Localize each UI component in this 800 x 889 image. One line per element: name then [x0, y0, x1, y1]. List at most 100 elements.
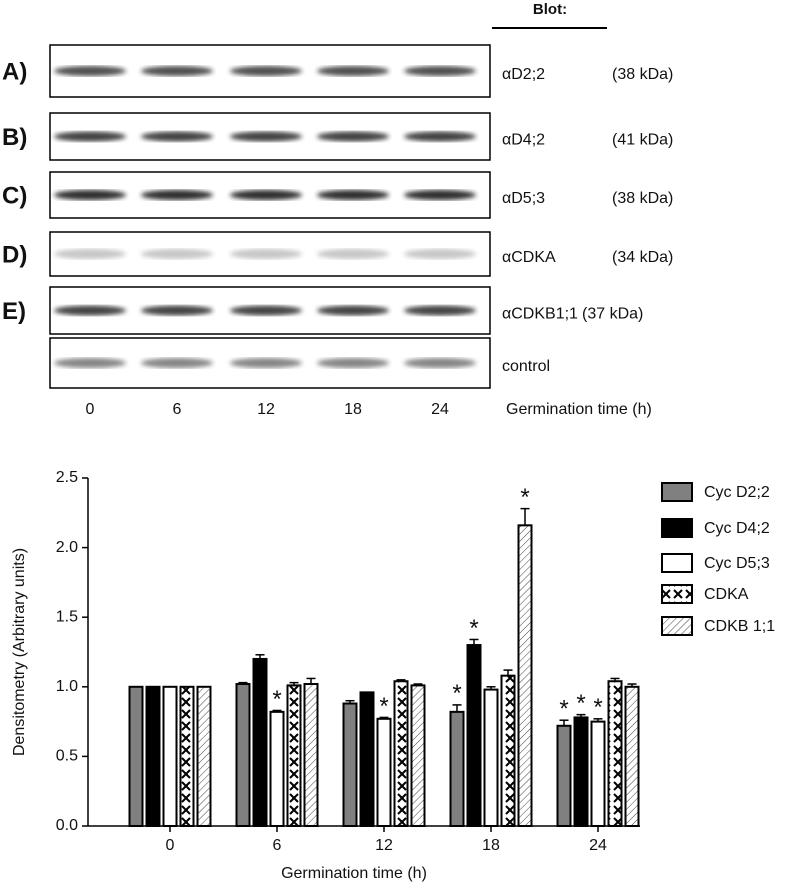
lane-label: 24 — [431, 401, 449, 418]
blot-band — [230, 305, 302, 316]
blot-band — [317, 131, 389, 142]
blot-band — [404, 305, 476, 316]
size-label: (38 kDa) — [612, 66, 673, 83]
x-tick-label: 0 — [166, 837, 175, 854]
significance-mark: * — [379, 693, 388, 720]
x-tick-label: 12 — [375, 837, 393, 854]
antibody-label: αCDKB1;1 — [502, 306, 578, 323]
blot-band — [54, 190, 126, 200]
legend-label: Cyc D4;2 — [704, 520, 770, 537]
bar — [517, 524, 533, 827]
blot-band — [230, 66, 302, 76]
y-tick-label: 1.5 — [56, 608, 78, 625]
bar — [393, 680, 409, 827]
lane-label: 0 — [86, 401, 95, 418]
blot-band — [404, 249, 476, 259]
y-tick-label: 2.5 — [56, 469, 78, 486]
antibody-label: αCDKA — [502, 249, 556, 266]
blot-band — [317, 305, 389, 316]
antibody-label: αD5;3 — [502, 190, 545, 207]
significance-mark: * — [593, 694, 602, 721]
blot-header: Blot: — [533, 1, 567, 18]
y-tick-label: 1.0 — [56, 678, 78, 695]
blot-band — [230, 190, 302, 200]
bar — [235, 683, 251, 827]
bar — [500, 674, 516, 827]
panel-label: A) — [2, 58, 27, 85]
significance-mark: * — [520, 484, 529, 511]
blot-band — [141, 358, 213, 368]
panel-label: C) — [2, 182, 27, 209]
bar — [624, 685, 640, 827]
bar — [145, 685, 161, 827]
blot-band — [317, 190, 389, 200]
bar — [269, 710, 285, 828]
bar — [179, 685, 195, 827]
legend-swatch — [661, 518, 693, 538]
significance-mark: * — [559, 696, 568, 723]
bar — [449, 710, 465, 828]
blot-band — [404, 66, 476, 76]
bar — [252, 657, 268, 828]
panel-label: B) — [2, 124, 27, 151]
blot-band — [317, 358, 389, 368]
bar — [590, 720, 606, 827]
antibody-label: αD4;2 — [502, 132, 545, 149]
bar — [342, 702, 358, 828]
bar — [607, 680, 623, 827]
blot-band — [230, 358, 302, 368]
significance-mark: * — [576, 690, 585, 717]
x-axis-label: Germination time (h) — [281, 865, 427, 882]
blot-band — [141, 305, 213, 316]
legend-swatch — [661, 553, 693, 573]
blot-band — [141, 131, 213, 142]
blot-band — [404, 190, 476, 200]
antibody-label: αD2;2 — [502, 66, 545, 83]
antibody-label: control — [502, 358, 550, 375]
legend-swatch — [661, 616, 693, 636]
size-label: (41 kDa) — [612, 132, 673, 149]
legend-swatch — [661, 482, 693, 502]
blot-band — [404, 358, 476, 368]
bar — [376, 717, 392, 827]
blot-band — [404, 131, 476, 142]
significance-mark: * — [272, 686, 281, 713]
panel-label: E) — [2, 298, 26, 325]
size-label: (34 kDa) — [612, 249, 673, 266]
panel-label: D) — [2, 241, 27, 268]
blot-band — [230, 131, 302, 142]
bar — [483, 688, 499, 827]
blot-band — [54, 358, 126, 368]
blot-band — [317, 66, 389, 76]
lane-label: 18 — [344, 401, 362, 418]
x-tick-label: 24 — [589, 837, 607, 854]
size-label: (37 kDa) — [582, 306, 643, 323]
bar — [303, 683, 319, 827]
x-tick-label: 6 — [273, 837, 282, 854]
significance-mark: * — [469, 615, 478, 642]
bar — [556, 724, 572, 827]
blot-band — [54, 131, 126, 142]
lane-label: 6 — [173, 401, 182, 418]
y-tick-label: 2.0 — [56, 539, 78, 556]
blot-band — [141, 190, 213, 200]
bar — [359, 691, 375, 827]
bar — [466, 644, 482, 827]
y-axis-label: Densitometry (Arbitrary units) — [11, 548, 28, 756]
bar — [196, 685, 212, 827]
legend-label: Cyc D2;2 — [704, 484, 770, 501]
bar — [410, 684, 426, 828]
y-tick-label: 0.5 — [56, 748, 78, 765]
blot-band — [141, 66, 213, 76]
blot-band — [317, 249, 389, 259]
blot-band — [54, 305, 126, 316]
legend-label: CDKA — [704, 586, 749, 603]
legend-swatch — [661, 584, 693, 604]
significance-mark: * — [452, 680, 461, 707]
lane-label: 12 — [257, 401, 275, 418]
y-tick-label: 0.0 — [56, 817, 78, 834]
bar — [286, 684, 302, 828]
bar — [128, 685, 144, 827]
blot-band — [141, 249, 213, 259]
